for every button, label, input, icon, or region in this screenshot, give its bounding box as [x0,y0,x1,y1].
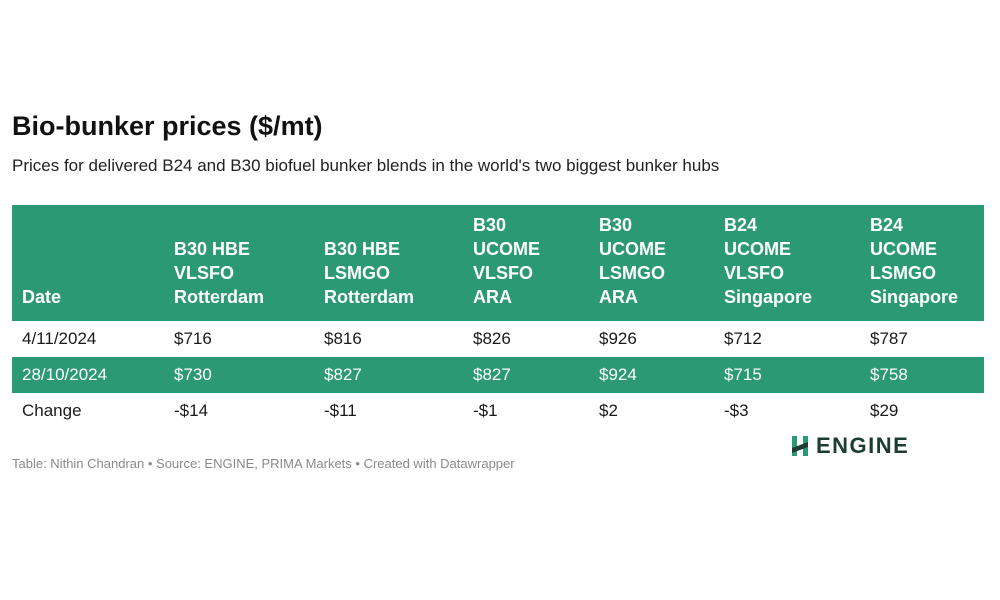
column-header: B30 UCOME VLSFO ARA [463,205,589,321]
price-cell: $924 [589,357,714,393]
price-cell: -$1 [473,401,498,420]
price-cell: -$14 [174,401,209,420]
table-body: 4/11/2024 $716 $816 $826 $926 $712 $787 28/10/2… [12,321,984,429]
price-cell: -$3 [724,401,749,420]
price-cell: $758 [860,357,984,393]
price-cell: $826 [473,329,511,348]
engine-logo-icon [792,436,808,456]
price-cell: $787 [870,329,908,348]
column-header: B24 UCOME LSMGO Singapore [860,205,984,321]
engine-logo: ENGINE [790,433,909,459]
column-header-line: B24 [724,215,758,235]
price-cell: $716 [174,329,212,348]
price-table: Date B30 HBE VLSFO Rotterdam B30 HBE LSMGO Rot… [12,205,984,429]
column-header: Date [12,205,164,321]
column-header-line: Rotterdam [174,287,265,307]
column-header-line: Rotterdam [324,287,415,307]
column-header-line: LSMGO [324,263,390,283]
column-header-line: LSMGO [599,263,665,283]
row-label-cell: 28/10/2024 [12,357,164,393]
column-header: B30 UCOME LSMGO ARA [589,205,714,321]
column-header-line: B30 HBE [324,239,401,259]
price-cell: $816 [324,329,362,348]
row-label-cell: 4/11/2024 [22,329,97,348]
price-cell: $827 [314,357,463,393]
column-header-line: ARA [473,287,512,307]
column-header-line: Singapore [724,287,813,307]
column-header-line: VLSFO [724,263,785,283]
column-header: B30 HBE LSMGO Rotterdam [314,205,463,321]
column-header-line: LSMGO [870,263,936,283]
column-header-line: Date [22,287,62,307]
price-cell: $2 [599,401,618,420]
chart-title: Bio-bunker prices ($/mt) [12,111,323,141]
price-cell: $715 [714,357,860,393]
column-header-line: UCOME [724,239,791,259]
price-cell: $29 [870,401,899,420]
table-row: Change -$14 -$11 -$1 $2 -$3 $29 [12,393,984,429]
column-header-line: B30 [473,215,507,235]
column-header-line: VLSFO [174,263,235,283]
column-header-line: B30 HBE [174,239,251,259]
column-header: B24 UCOME VLSFO Singapore [714,205,860,321]
price-cell: -$11 [324,401,357,420]
chart-subtitle: Prices for delivered B24 and B30 biofuel… [12,156,720,175]
footer-credit: Table: Nithin Chandran • Source: ENGINE,… [12,456,515,471]
column-header-line: VLSFO [473,263,534,283]
price-cell: $712 [724,329,762,348]
column-header-line: B24 [870,215,904,235]
column-header-line: Singapore [870,287,959,307]
table-header-row: Date B30 HBE VLSFO Rotterdam B30 HBE LSMGO Rot… [12,205,984,321]
column-header-line: B30 [599,215,633,235]
engine-logo-text: ENGINE [816,433,910,458]
column-header-line: UCOME [870,239,937,259]
column-header-line: ARA [599,287,638,307]
price-cell: $730 [164,357,314,393]
column-header-line: UCOME [599,239,666,259]
column-header-line: UCOME [473,239,540,259]
price-cell: $827 [463,357,589,393]
column-header: B30 HBE VLSFO Rotterdam [164,205,314,321]
row-label-cell: Change [22,401,82,420]
table-row: 4/11/2024 $716 $816 $826 $926 $712 $787 [12,321,984,357]
table-row: 28/10/2024 $730 $827 $827 $924 $715 $758 [12,357,984,393]
price-cell: $926 [599,329,637,348]
